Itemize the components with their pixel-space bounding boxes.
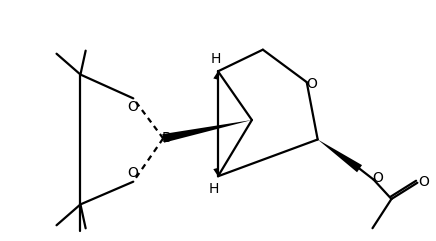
- Text: O: O: [127, 166, 138, 180]
- Text: O: O: [127, 100, 138, 114]
- Polygon shape: [162, 120, 252, 143]
- Text: H: H: [211, 52, 221, 66]
- Text: O: O: [307, 77, 317, 91]
- Polygon shape: [213, 168, 218, 176]
- Text: O: O: [419, 175, 429, 189]
- Text: H: H: [208, 182, 219, 196]
- Polygon shape: [213, 71, 218, 80]
- Text: O: O: [372, 171, 383, 185]
- Polygon shape: [318, 140, 362, 172]
- Text: B: B: [162, 131, 171, 145]
